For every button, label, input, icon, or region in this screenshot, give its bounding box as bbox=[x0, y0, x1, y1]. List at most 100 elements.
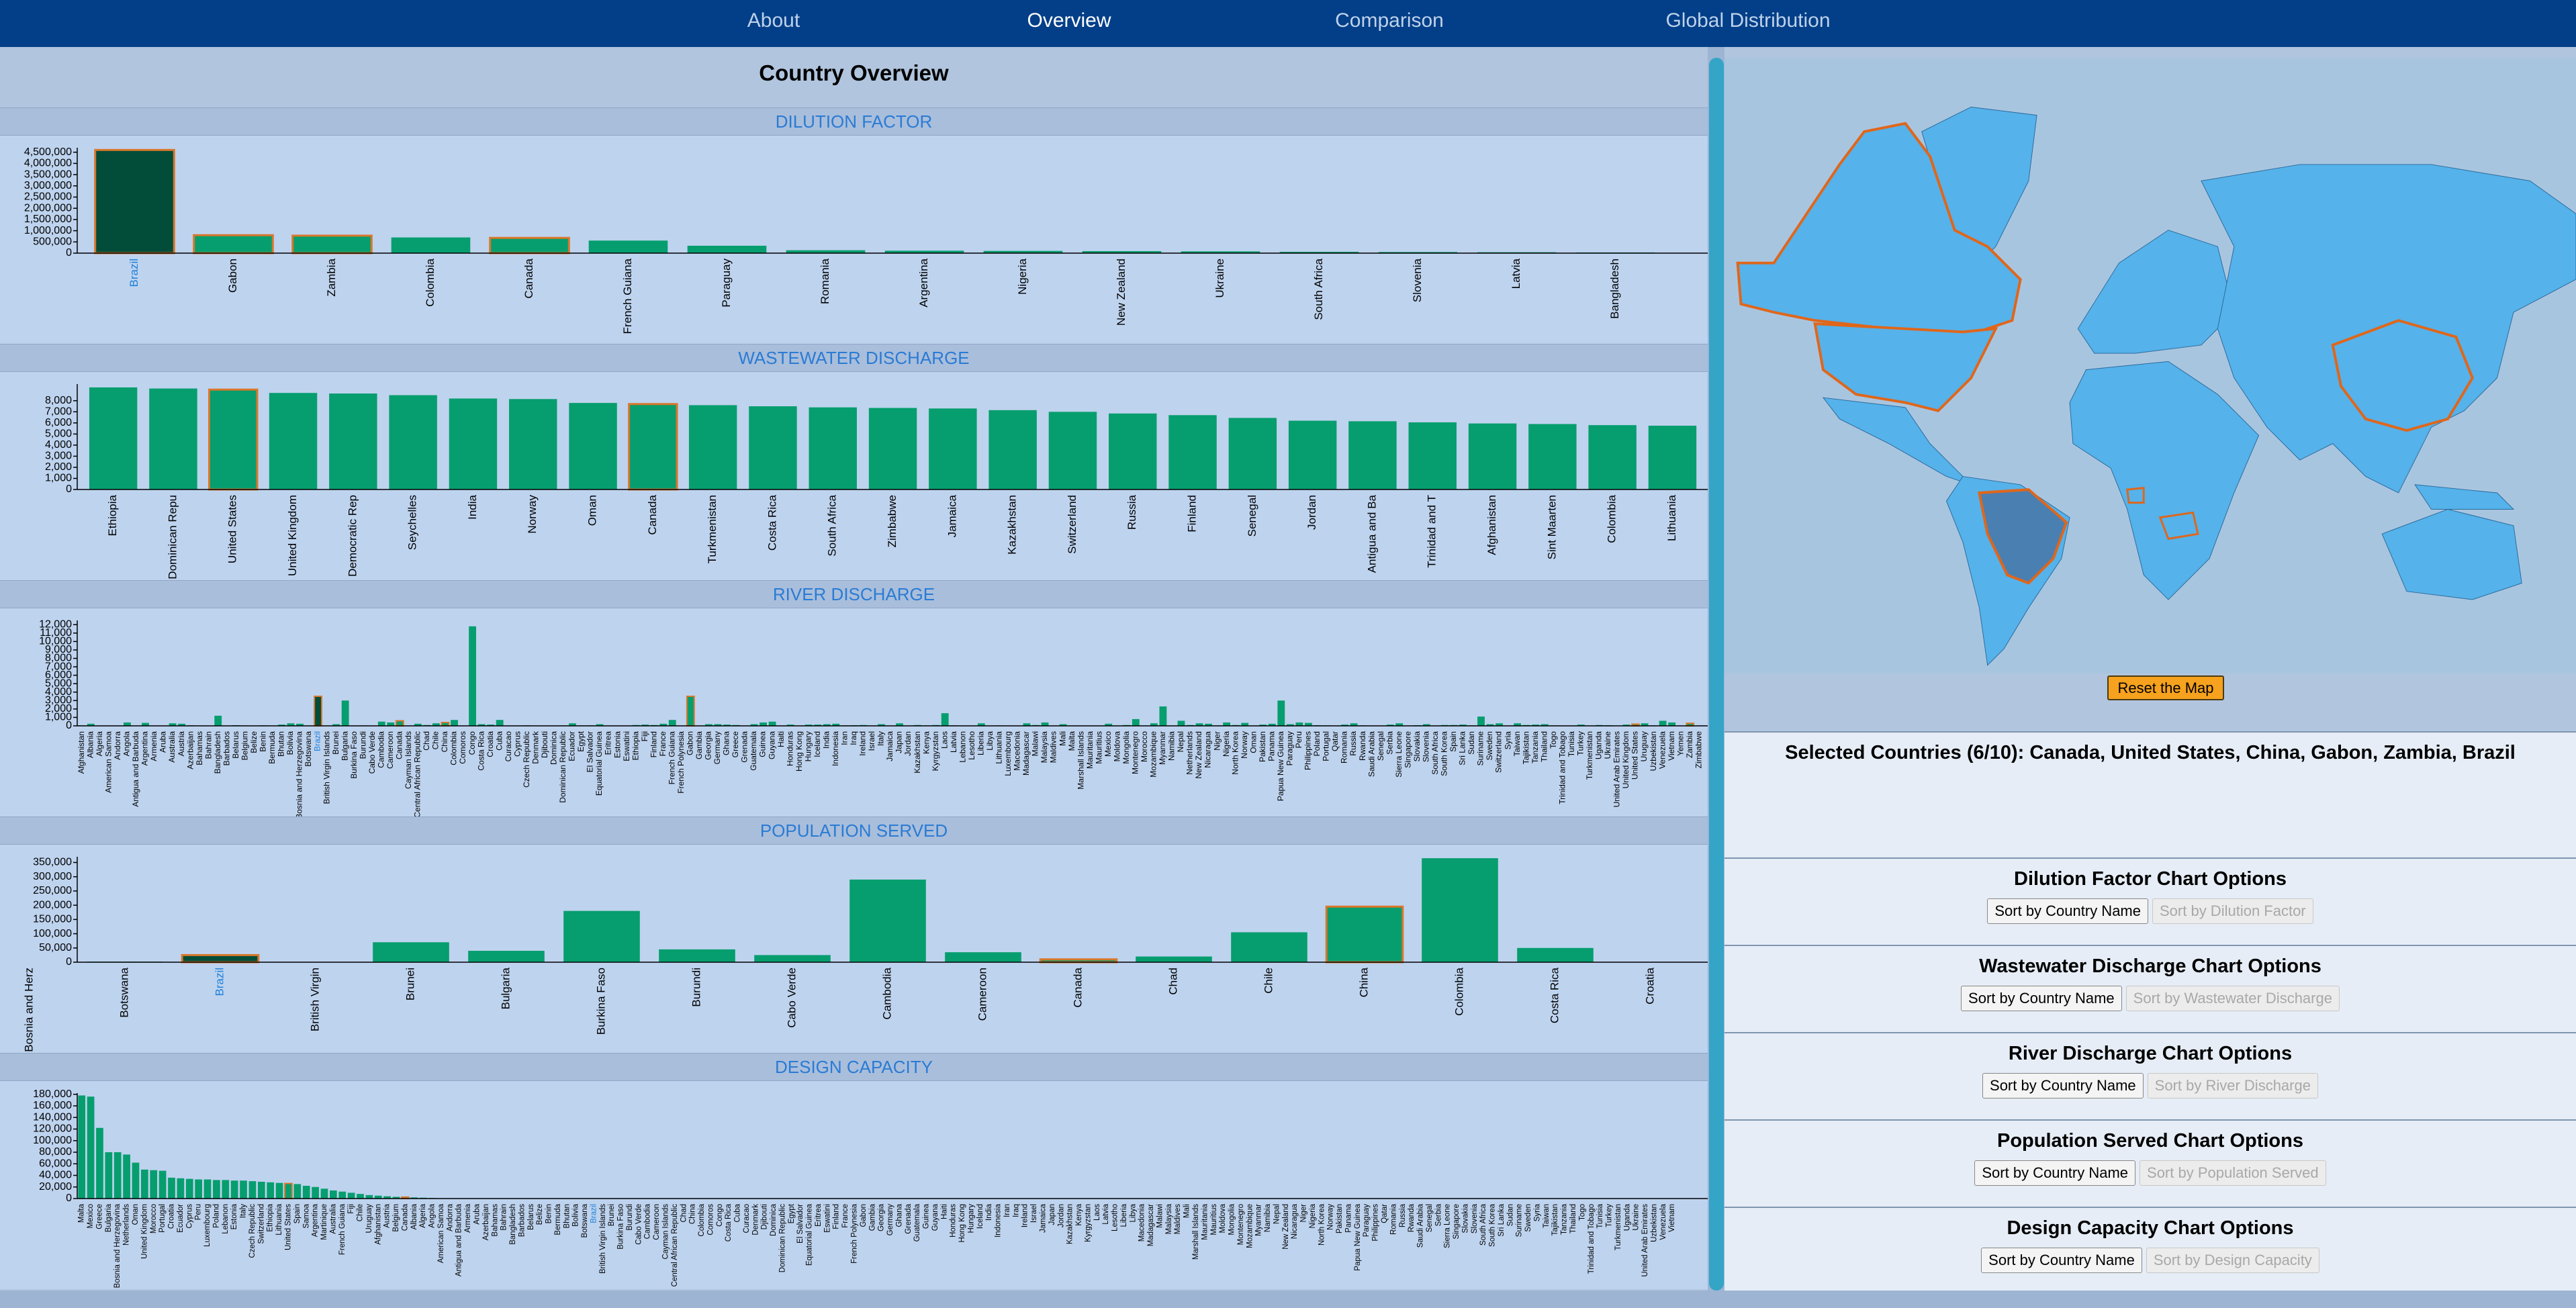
bar[interactable] bbox=[387, 722, 395, 726]
bar[interactable] bbox=[338, 1191, 347, 1199]
bar[interactable] bbox=[410, 1197, 418, 1199]
bar[interactable] bbox=[1668, 722, 1676, 726]
bar[interactable] bbox=[1517, 947, 1594, 962]
bar[interactable] bbox=[941, 713, 949, 726]
bar[interactable] bbox=[1378, 252, 1458, 253]
bar[interactable] bbox=[1395, 723, 1404, 726]
china[interactable] bbox=[2331, 319, 2474, 432]
africa[interactable] bbox=[2069, 361, 2260, 600]
bar[interactable] bbox=[786, 250, 866, 253]
bar[interactable] bbox=[1048, 412, 1097, 489]
bar[interactable] bbox=[768, 721, 776, 726]
bar[interactable] bbox=[749, 406, 797, 489]
bar[interactable] bbox=[1150, 723, 1158, 726]
bar[interactable] bbox=[668, 720, 676, 726]
bar[interactable] bbox=[373, 942, 449, 962]
bar[interactable] bbox=[569, 723, 576, 726]
bar[interactable] bbox=[141, 1169, 148, 1199]
reset-button[interactable]: Reset the Map bbox=[2107, 675, 2224, 700]
bar[interactable] bbox=[1059, 724, 1067, 726]
bar[interactable] bbox=[1268, 723, 1276, 726]
bar[interactable] bbox=[988, 410, 1037, 489]
bar[interactable] bbox=[312, 1186, 319, 1199]
bar[interactable] bbox=[477, 724, 486, 726]
bar[interactable] bbox=[278, 725, 285, 726]
bar[interactable] bbox=[449, 398, 498, 489]
sort-button[interactable]: Sort by Country Name bbox=[1961, 986, 2122, 1011]
bar[interactable] bbox=[158, 1170, 167, 1199]
bar[interactable] bbox=[208, 388, 259, 491]
bar[interactable] bbox=[823, 724, 831, 726]
bar[interactable] bbox=[1408, 422, 1457, 489]
bar[interactable] bbox=[509, 399, 557, 489]
bar[interactable] bbox=[177, 1178, 185, 1199]
bar[interactable] bbox=[945, 952, 1021, 962]
bar[interactable] bbox=[230, 1180, 238, 1199]
bar[interactable] bbox=[132, 1162, 140, 1199]
bar[interactable] bbox=[222, 1180, 230, 1199]
bar[interactable] bbox=[87, 1096, 95, 1199]
bar[interactable] bbox=[563, 910, 640, 962]
bar[interactable] bbox=[374, 1195, 382, 1199]
bar[interactable] bbox=[468, 951, 545, 962]
bar[interactable] bbox=[1648, 425, 1697, 489]
bar[interactable] bbox=[588, 240, 668, 253]
bar[interactable] bbox=[248, 1181, 257, 1199]
bar[interactable] bbox=[1223, 722, 1231, 726]
australia[interactable] bbox=[2381, 508, 2522, 600]
bar[interactable] bbox=[257, 1181, 265, 1199]
bar[interactable] bbox=[1348, 421, 1397, 489]
bar[interactable] bbox=[804, 725, 813, 726]
bar[interactable] bbox=[1136, 956, 1212, 962]
bar[interactable] bbox=[1231, 932, 1307, 962]
bar[interactable] bbox=[1659, 720, 1667, 726]
bar[interactable] bbox=[868, 408, 917, 489]
bar[interactable] bbox=[1386, 725, 1394, 726]
bar[interactable] bbox=[1105, 723, 1113, 726]
bar[interactable] bbox=[1295, 722, 1303, 726]
bar[interactable] bbox=[432, 723, 440, 726]
bar[interactable] bbox=[169, 723, 177, 726]
bar[interactable] bbox=[1177, 720, 1185, 726]
bar[interactable] bbox=[1341, 725, 1348, 726]
bar[interactable] bbox=[330, 1190, 337, 1199]
united-states[interactable] bbox=[1813, 322, 1998, 412]
bar[interactable] bbox=[185, 1178, 193, 1199]
scrollbar[interactable] bbox=[1709, 58, 1724, 1291]
bar[interactable] bbox=[287, 723, 295, 726]
bar[interactable] bbox=[1305, 722, 1312, 726]
bar[interactable] bbox=[124, 722, 131, 726]
bar[interactable] bbox=[714, 724, 722, 726]
bar[interactable] bbox=[688, 405, 737, 489]
nav-link[interactable]: About bbox=[747, 9, 800, 32]
bar[interactable] bbox=[168, 1177, 175, 1199]
bar[interactable] bbox=[395, 720, 404, 727]
bar[interactable] bbox=[1288, 420, 1337, 489]
bar[interactable] bbox=[1528, 424, 1577, 489]
bar[interactable] bbox=[89, 387, 138, 489]
bar[interactable] bbox=[760, 722, 767, 726]
nav-link[interactable]: Overview bbox=[1027, 9, 1111, 32]
bar[interactable] bbox=[809, 407, 857, 489]
bar[interactable] bbox=[1422, 724, 1430, 726]
bar[interactable] bbox=[314, 696, 322, 727]
bar[interactable] bbox=[1477, 716, 1485, 726]
bar[interactable] bbox=[389, 395, 437, 489]
bar[interactable] bbox=[1468, 423, 1517, 489]
bar[interactable] bbox=[149, 388, 197, 489]
bar[interactable] bbox=[1279, 251, 1359, 253]
bar[interactable] bbox=[878, 724, 885, 726]
bar[interactable] bbox=[365, 1195, 373, 1199]
bar[interactable] bbox=[284, 1182, 293, 1199]
bar[interactable] bbox=[1259, 725, 1267, 726]
bar[interactable] bbox=[113, 1152, 122, 1199]
bar[interactable] bbox=[302, 1186, 310, 1199]
bar[interactable] bbox=[1325, 905, 1404, 964]
bar[interactable] bbox=[1082, 250, 1162, 253]
bar[interactable] bbox=[451, 720, 458, 726]
bar[interactable] bbox=[1286, 724, 1294, 726]
bar[interactable] bbox=[178, 723, 186, 726]
bar[interactable] bbox=[267, 1182, 275, 1199]
bar[interactable] bbox=[1577, 725, 1585, 726]
bar[interactable] bbox=[193, 234, 274, 254]
